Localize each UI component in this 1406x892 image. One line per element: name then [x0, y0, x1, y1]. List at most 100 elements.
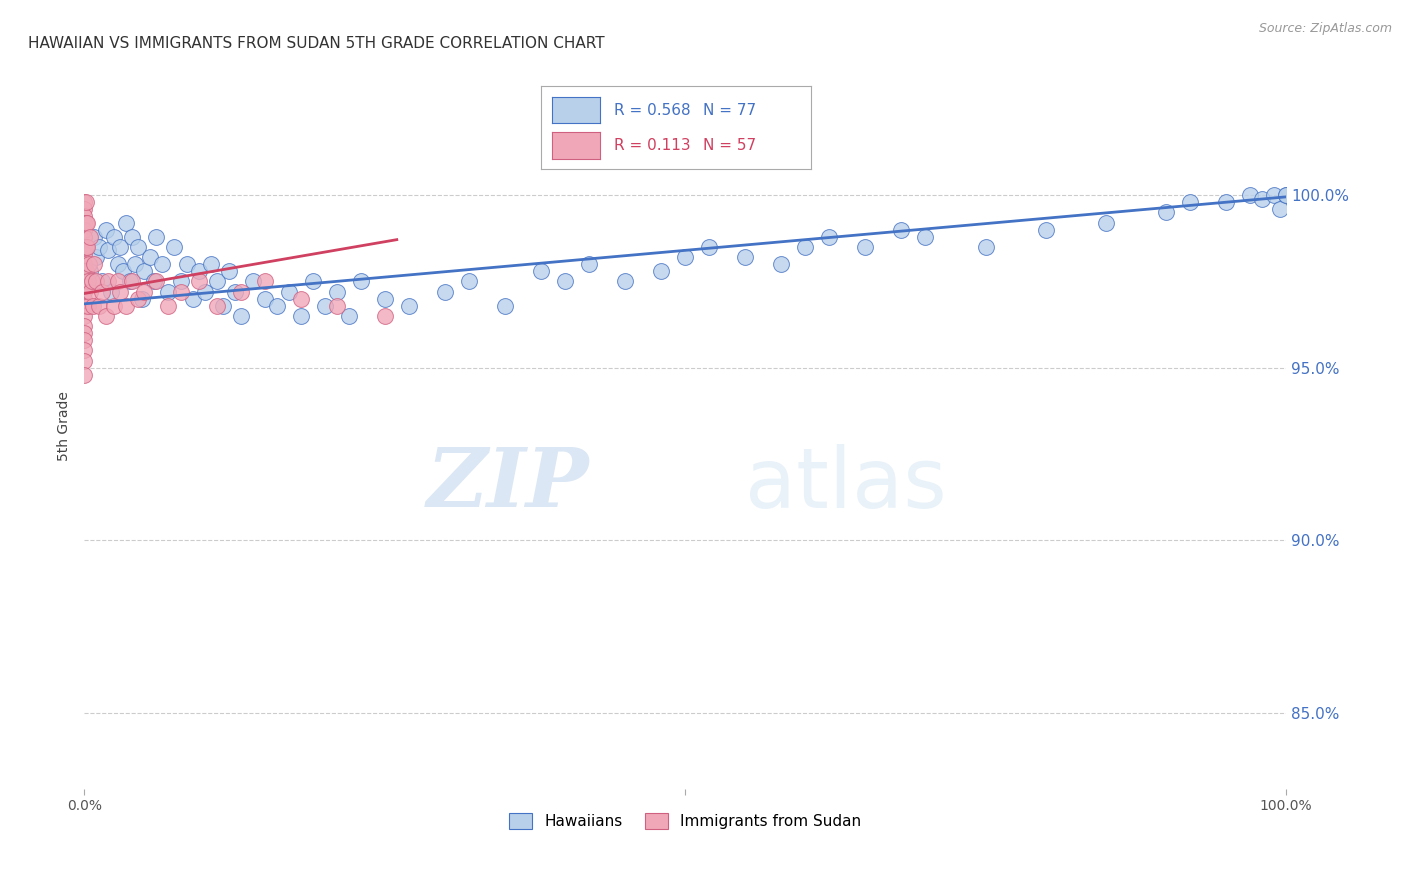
Point	[242, 274, 264, 288]
Point	[82, 299, 104, 313]
Point	[76, 216, 98, 230]
Point	[77, 257, 100, 271]
Point	[229, 309, 252, 323]
Point	[110, 240, 132, 254]
Point	[1275, 188, 1298, 202]
Point	[181, 292, 204, 306]
Point	[530, 264, 553, 278]
Point	[73, 216, 96, 230]
Point	[350, 274, 373, 288]
Point	[290, 309, 312, 323]
Point	[73, 229, 96, 244]
Point	[131, 292, 153, 306]
Point	[83, 257, 105, 271]
Point	[855, 240, 877, 254]
Point	[314, 299, 336, 313]
Point	[253, 292, 276, 306]
Point	[143, 274, 166, 288]
Point	[103, 299, 125, 313]
Point	[374, 292, 396, 306]
Point	[614, 274, 637, 288]
Point	[73, 247, 96, 261]
Point	[79, 229, 101, 244]
Point	[94, 309, 117, 323]
Point	[121, 229, 143, 244]
Point	[163, 240, 186, 254]
Point	[818, 229, 841, 244]
Point	[1094, 216, 1116, 230]
Point	[110, 285, 132, 299]
Point	[697, 240, 720, 254]
Text: Source: ZipAtlas.com: Source: ZipAtlas.com	[1258, 22, 1392, 36]
Point	[145, 274, 167, 288]
Point	[73, 209, 96, 223]
Point	[578, 257, 600, 271]
Point	[77, 299, 100, 313]
Point	[374, 309, 396, 323]
Point	[73, 299, 96, 313]
Point	[94, 222, 117, 236]
Point	[134, 285, 156, 299]
Point	[86, 250, 108, 264]
Point	[115, 216, 138, 230]
Point	[337, 309, 360, 323]
Point	[80, 274, 103, 288]
Point	[433, 285, 456, 299]
Point	[650, 264, 672, 278]
Point	[77, 274, 100, 288]
Point	[73, 222, 96, 236]
Point	[673, 250, 696, 264]
Point	[73, 285, 96, 299]
Point	[734, 250, 756, 264]
Point	[134, 264, 156, 278]
Point	[79, 285, 101, 299]
Point	[79, 264, 101, 278]
Y-axis label: 5th Grade: 5th Grade	[58, 392, 72, 461]
Point	[770, 257, 793, 271]
Point	[1275, 188, 1298, 202]
Point	[187, 264, 209, 278]
Point	[229, 285, 252, 299]
Point	[127, 240, 149, 254]
Text: ZIP: ZIP	[426, 444, 589, 524]
Point	[73, 195, 96, 210]
Point	[73, 343, 96, 358]
Point	[76, 240, 98, 254]
Point	[193, 285, 215, 299]
Point	[1239, 188, 1261, 202]
Point	[97, 244, 120, 258]
Point	[187, 274, 209, 288]
Point	[111, 264, 134, 278]
Point	[127, 292, 149, 306]
Point	[73, 353, 96, 368]
Point	[91, 285, 114, 299]
Point	[157, 299, 180, 313]
Point	[1251, 192, 1274, 206]
Point	[75, 216, 97, 230]
Point	[73, 326, 96, 340]
Point	[107, 274, 129, 288]
Point	[83, 229, 105, 244]
Point	[157, 285, 180, 299]
Point	[73, 309, 96, 323]
Point	[107, 257, 129, 271]
Text: atlas: atlas	[745, 443, 948, 524]
Point	[325, 285, 347, 299]
Point	[152, 257, 174, 271]
Point	[169, 274, 191, 288]
Point	[205, 274, 228, 288]
Point	[176, 257, 198, 271]
Point	[224, 285, 246, 299]
Point	[1263, 188, 1285, 202]
Point	[100, 285, 122, 299]
Point	[325, 299, 347, 313]
Point	[75, 240, 97, 254]
Point	[103, 229, 125, 244]
Point	[75, 264, 97, 278]
Point	[398, 299, 420, 313]
Point	[86, 274, 108, 288]
Point	[87, 299, 110, 313]
Point	[73, 292, 96, 306]
Point	[253, 274, 276, 288]
Point	[914, 229, 936, 244]
